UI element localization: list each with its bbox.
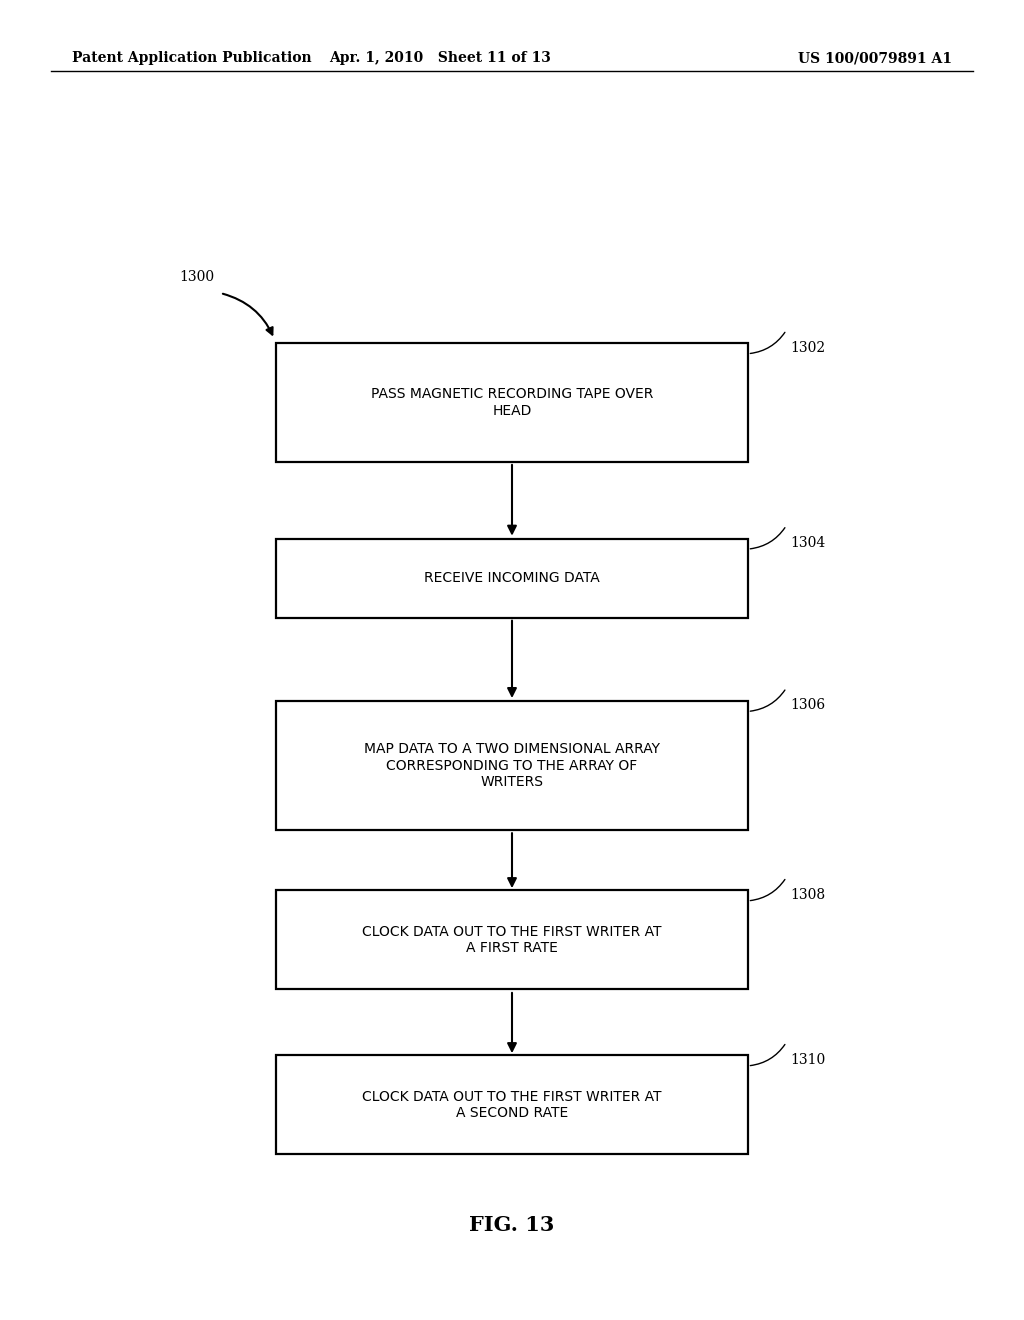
Bar (276, 701, 748, 830)
Text: 1304: 1304 (791, 536, 825, 550)
Bar (276, 890, 748, 990)
Text: 1306: 1306 (791, 698, 825, 713)
Text: CLOCK DATA OUT TO THE FIRST WRITER AT
A SECOND RATE: CLOCK DATA OUT TO THE FIRST WRITER AT A … (362, 1090, 662, 1119)
Text: Patent Application Publication: Patent Application Publication (72, 51, 311, 65)
Text: 1302: 1302 (791, 341, 825, 355)
Text: Apr. 1, 2010   Sheet 11 of 13: Apr. 1, 2010 Sheet 11 of 13 (330, 51, 551, 65)
Text: 1308: 1308 (791, 888, 825, 902)
Text: CLOCK DATA OUT TO THE FIRST WRITER AT
A FIRST RATE: CLOCK DATA OUT TO THE FIRST WRITER AT A … (362, 925, 662, 954)
Bar (276, 343, 748, 462)
Text: US 100/0079891 A1: US 100/0079891 A1 (799, 51, 952, 65)
Text: 1310: 1310 (791, 1053, 825, 1067)
Text: FIG. 13: FIG. 13 (469, 1214, 555, 1236)
Bar (276, 1056, 748, 1154)
Text: RECEIVE INCOMING DATA: RECEIVE INCOMING DATA (424, 572, 600, 585)
Text: 1300: 1300 (179, 271, 214, 284)
Text: PASS MAGNETIC RECORDING TAPE OVER
HEAD: PASS MAGNETIC RECORDING TAPE OVER HEAD (371, 388, 653, 417)
Bar (276, 539, 748, 618)
Text: MAP DATA TO A TWO DIMENSIONAL ARRAY
CORRESPONDING TO THE ARRAY OF
WRITERS: MAP DATA TO A TWO DIMENSIONAL ARRAY CORR… (364, 742, 660, 789)
